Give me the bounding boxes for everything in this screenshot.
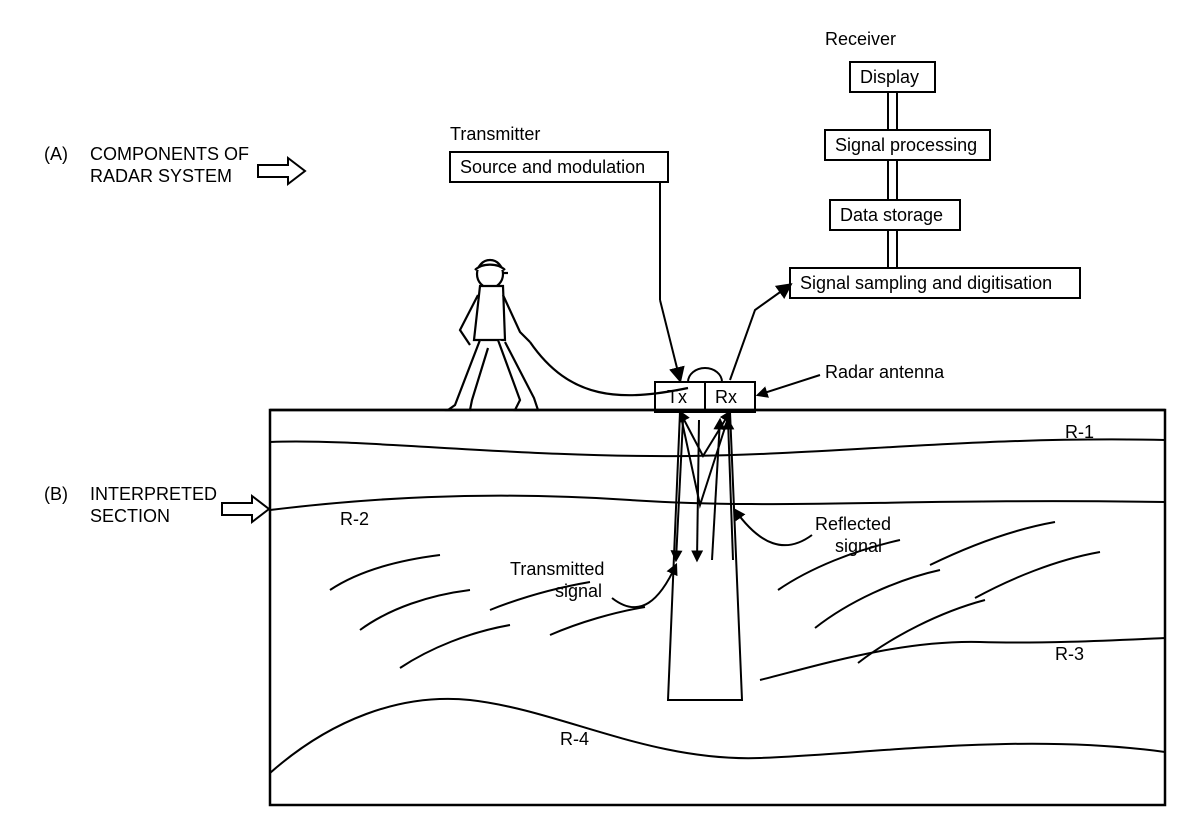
r4-label: R-4 <box>560 729 589 749</box>
arrow-right-icon <box>258 158 305 184</box>
signal-processing-label: Signal processing <box>835 135 977 155</box>
section-a-line2: RADAR SYSTEM <box>90 166 232 186</box>
source-modulation-label: Source and modulation <box>460 157 645 177</box>
r3-label: R-3 <box>1055 644 1084 664</box>
reflector-r4 <box>270 699 1165 773</box>
reflected-pointer <box>735 510 812 545</box>
rx-label: Rx <box>715 387 737 407</box>
r2-label: R-2 <box>340 509 369 529</box>
section-b-line2: SECTION <box>90 506 170 526</box>
reflector-r3 <box>760 638 1165 680</box>
reflector-r2 <box>270 496 1165 510</box>
radar-antenna-label: Radar antenna <box>825 362 945 382</box>
operator-icon <box>448 260 688 410</box>
display-label: Display <box>860 67 919 87</box>
receiver-header: Receiver <box>825 29 896 49</box>
transmitter-header: Transmitter <box>450 124 540 144</box>
transmitted-label1: Transmitted <box>510 559 604 579</box>
section-b-letter: (B) <box>44 484 68 504</box>
strata-cracks <box>330 522 1100 668</box>
section-a-letter: (A) <box>44 144 68 164</box>
section-a-line1: COMPONENTS OF <box>90 144 249 164</box>
antenna-handle <box>688 368 722 382</box>
transmitted-pointer <box>612 565 676 607</box>
reflected-label1: Reflected <box>815 514 891 534</box>
transmitted-label2: signal <box>555 581 602 601</box>
rx-feed-arrow <box>730 285 790 380</box>
radar-antenna-arrow <box>758 375 820 395</box>
reflected-label2: signal <box>835 536 882 556</box>
arrow-right-icon <box>222 496 269 522</box>
r1-label: R-1 <box>1065 422 1094 442</box>
section-b-line1: INTERPRETED <box>90 484 217 504</box>
data-storage-label: Data storage <box>840 205 943 225</box>
tx-feed-arrow <box>660 300 680 380</box>
signal-sampling-label: Signal sampling and digitisation <box>800 273 1052 293</box>
